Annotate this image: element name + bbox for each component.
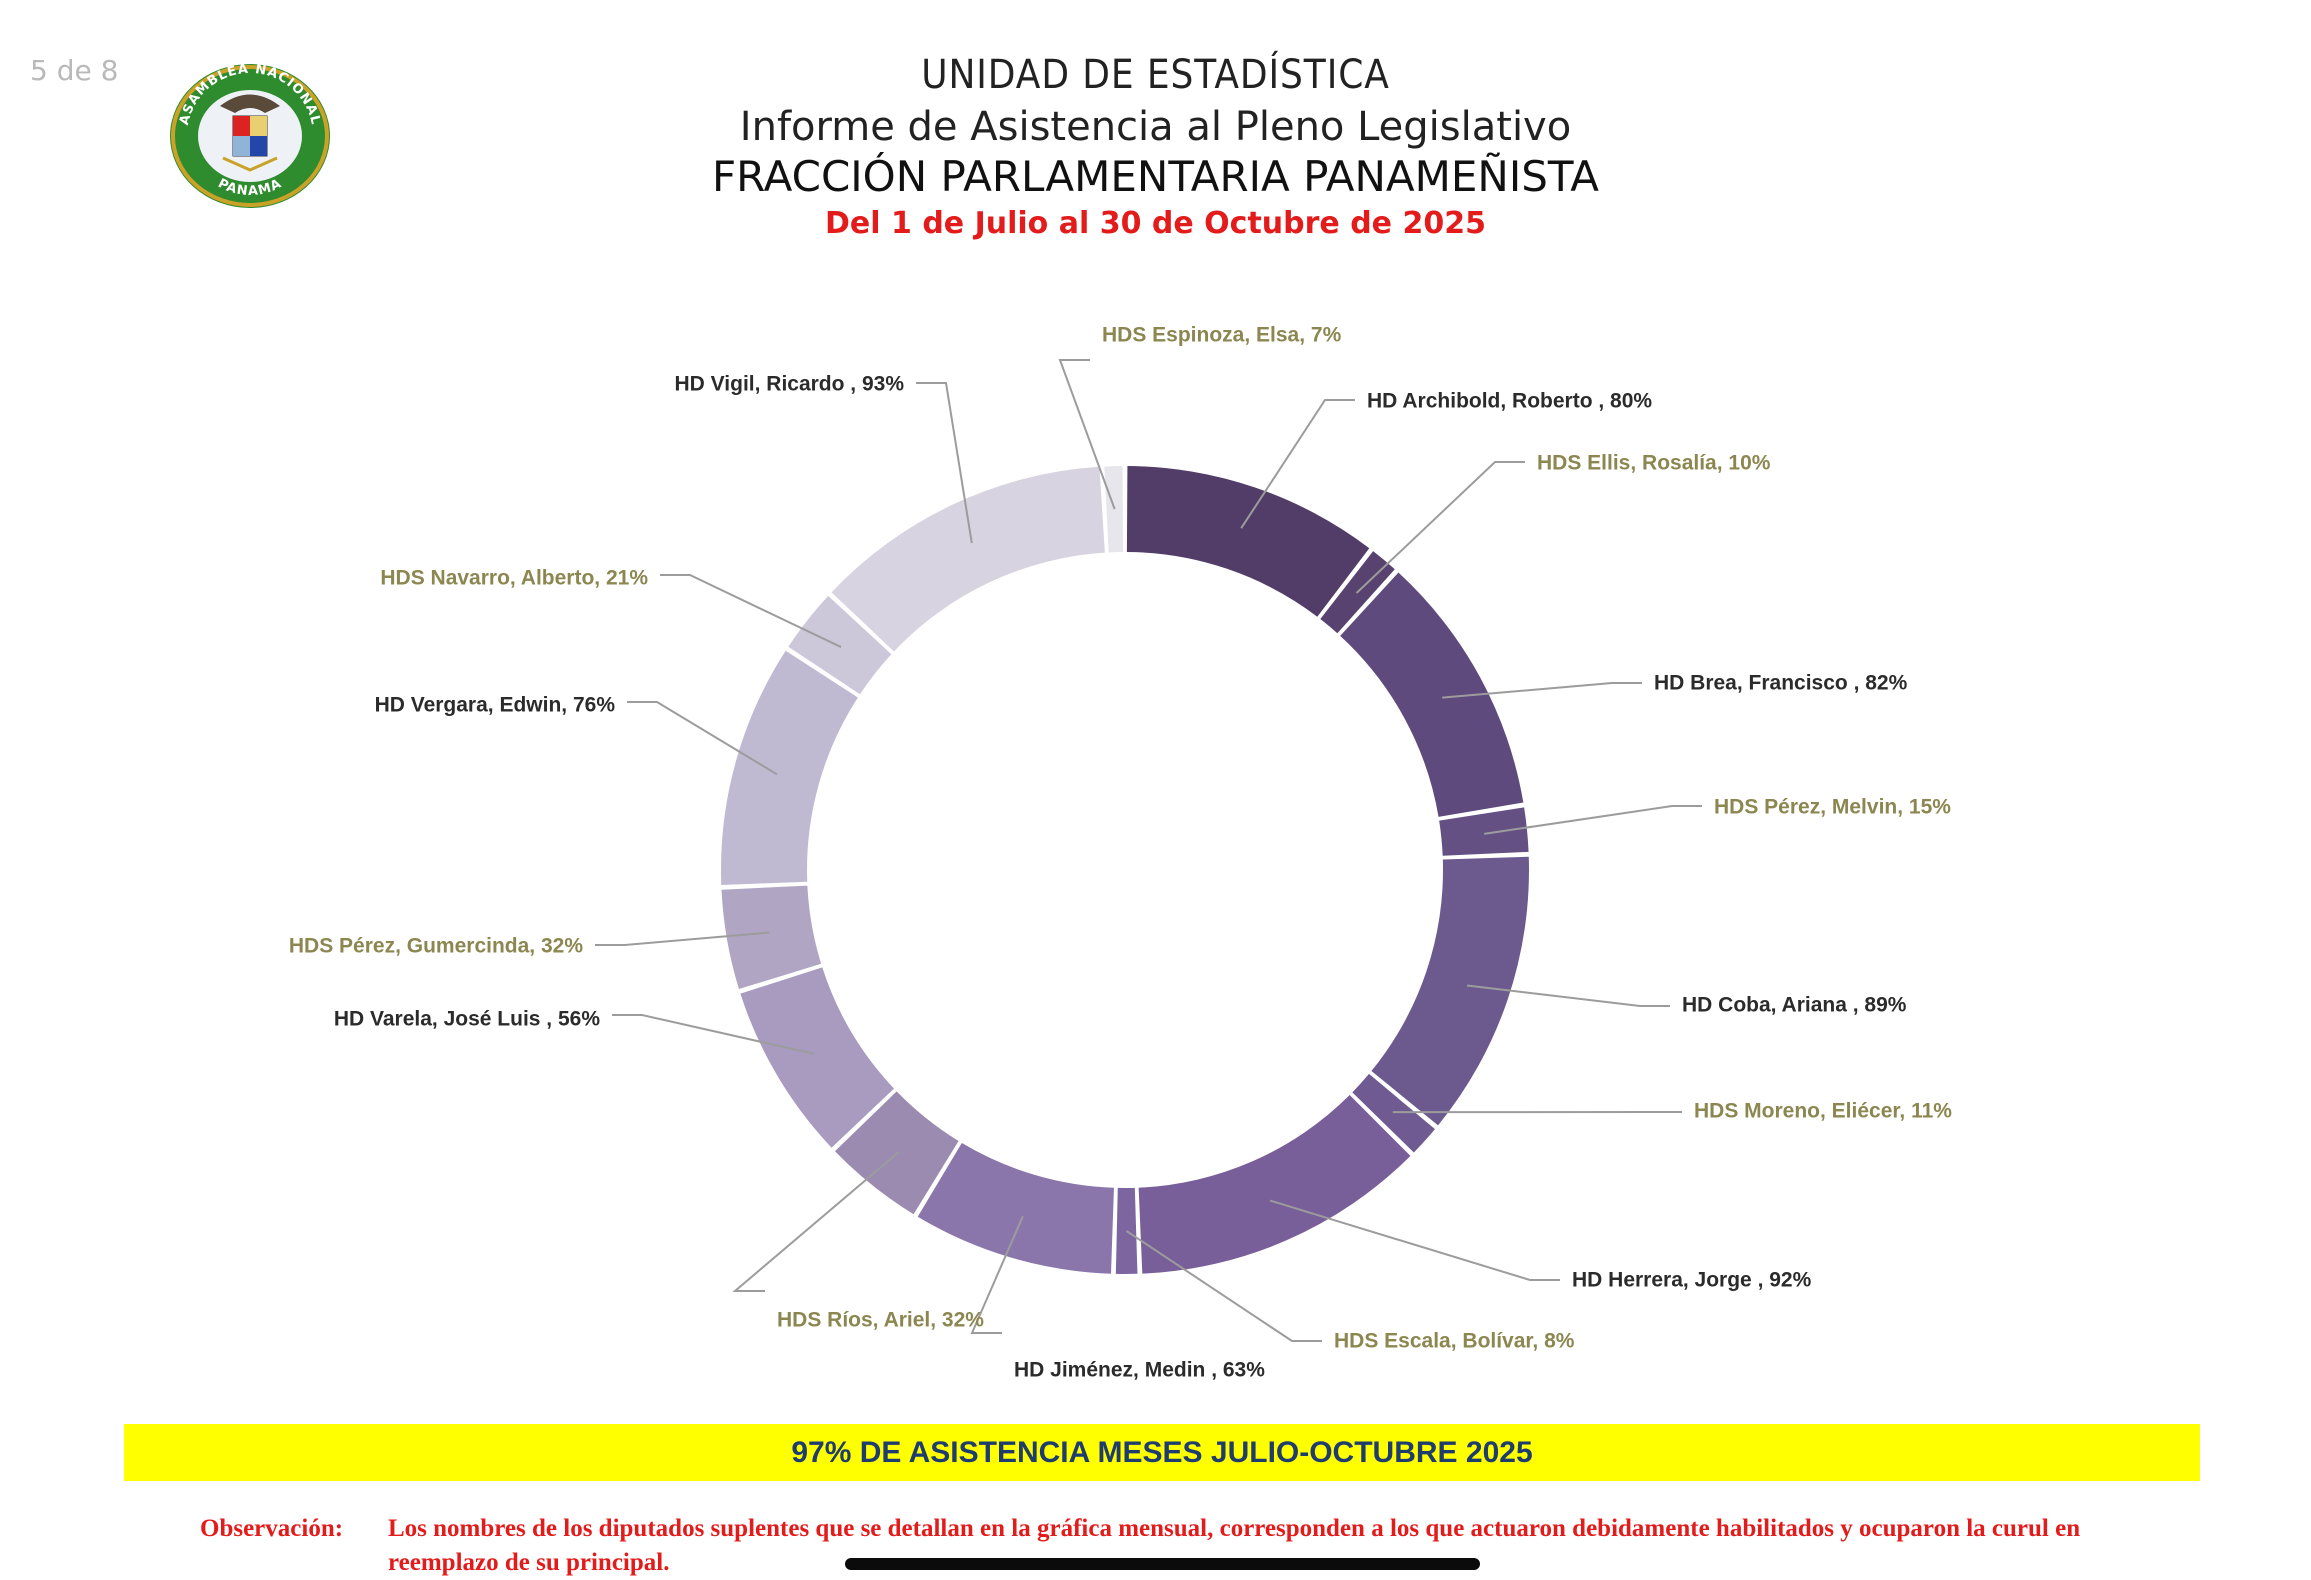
slice-label: HD Archibold, Roberto , 80% [1367, 390, 1652, 413]
slice-label: HDS Escala, Bolívar, 8% [1334, 1330, 1575, 1353]
slice-label: HD Jiménez, Medin , 63% [1014, 1359, 1265, 1382]
slice-label: HDS Ellis, Rosalía, 10% [1537, 452, 1771, 475]
slice-label: HD Varela, José Luis , 56% [334, 1008, 600, 1031]
slice-label: HDS Pérez, Gumercinda, 32% [289, 935, 583, 958]
slice-label: HD Brea, Francisco , 82% [1654, 672, 1908, 695]
attendance-banner-text: 97% DE ASISTENCIA MESES JULIO-OCTUBRE 20… [791, 1436, 1532, 1470]
slice-hd-vergara-edwin [721, 651, 858, 885]
slice-label: HDS Navarro, Alberto, 21% [380, 567, 648, 590]
slice-label: HDS Ríos, Ariel, 32% [777, 1309, 984, 1332]
attendance-banner: 97% DE ASISTENCIA MESES JULIO-OCTUBRE 20… [124, 1424, 2200, 1481]
slice-label: HD Herrera, Jorge , 92% [1572, 1269, 1812, 1292]
slice-label: HD Vigil, Ricardo , 93% [674, 373, 904, 396]
slice-label: HD Coba, Ariana , 89% [1682, 994, 1907, 1017]
slice-label: HDS Espinoza, Elsa, 7% [1102, 324, 1342, 347]
slice-label: HDS Moreno, Eliécer, 11% [1694, 1100, 1952, 1123]
home-indicator-bar[interactable] [845, 1558, 1480, 1570]
leader-line [735, 1152, 899, 1291]
observation-label: Observación: [200, 1512, 343, 1546]
slice-label: HDS Pérez, Melvin, 15% [1714, 796, 1951, 819]
slice-hd-vigil-ricardo [832, 467, 1105, 652]
slice-hds-perez-melvin [1439, 807, 1528, 855]
slice-label: HD Vergara, Edwin, 76% [375, 694, 616, 717]
slice-hd-archibold-roberto [1127, 466, 1369, 617]
attendance-donut-chart: HD Archibold, Roberto , 80% HDS Ellis, Ro… [0, 0, 2311, 1420]
slice-hd-brea-francisco [1340, 573, 1523, 817]
slice-hd-herrera-jorge [1139, 1095, 1411, 1274]
slice-hd-jimenez-medin [918, 1143, 1114, 1274]
